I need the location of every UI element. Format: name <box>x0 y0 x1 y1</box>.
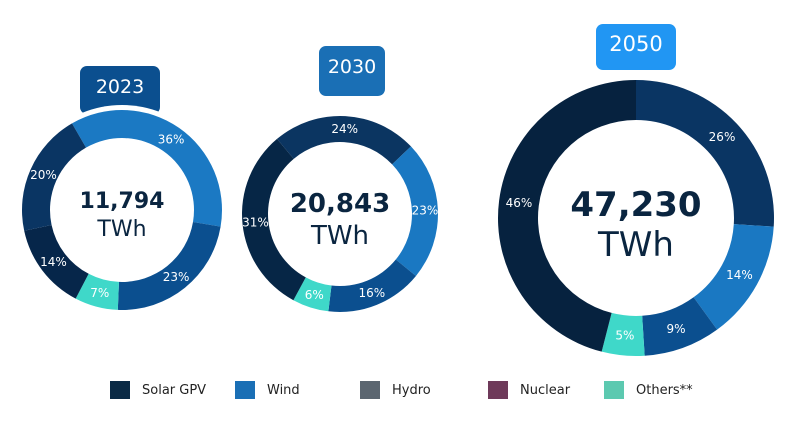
total-unit: TWh <box>96 217 146 242</box>
legend-item-solar: Solar GPV <box>110 381 206 399</box>
slice-label: 20% <box>30 168 57 182</box>
year-tab <box>596 24 676 70</box>
total-unit: TWh <box>310 221 369 251</box>
donut-slice <box>117 222 221 310</box>
donut-slice <box>497 80 636 352</box>
legend-swatch <box>360 381 380 399</box>
legend-label: Wind <box>267 382 300 398</box>
donut-slice <box>293 277 332 312</box>
slice-label: 14% <box>40 255 67 269</box>
donut-slice <box>328 259 416 312</box>
legend-label: Solar GPV <box>142 382 207 398</box>
donut-slice <box>277 115 411 165</box>
donut-slice <box>24 224 89 299</box>
donut-slice <box>72 110 222 227</box>
legend-swatch <box>604 381 624 399</box>
slice-label: 24% <box>331 122 358 136</box>
legend-item-nuclear: Nuclear <box>488 381 570 399</box>
donut-slice <box>601 312 645 356</box>
legend-swatch <box>235 381 255 399</box>
slice-label: 14% <box>726 268 753 282</box>
legend-item-hydro: Hydro <box>360 381 431 399</box>
slice-label: 36% <box>158 132 185 146</box>
donut-slice <box>22 123 86 231</box>
legend-label: Hydro <box>392 382 431 398</box>
year-label: 2023 <box>96 76 144 98</box>
legend-swatch <box>488 381 508 399</box>
legend-swatch <box>110 381 130 399</box>
year-label: 2030 <box>328 56 376 78</box>
slice-label: 46% <box>506 196 533 210</box>
legend-item-wind: Wind <box>235 381 300 399</box>
slice-label: 23% <box>163 270 190 284</box>
donut-slice <box>642 297 718 356</box>
slice-label: 9% <box>666 322 685 336</box>
slice-label: 5% <box>615 328 634 342</box>
donut-slice <box>693 224 774 330</box>
legend-item-others: Others** <box>604 381 693 399</box>
total-value: 11,794 <box>80 189 165 214</box>
donut-slice <box>392 146 438 276</box>
legend-label: Nuclear <box>520 382 571 398</box>
year-tab <box>319 46 385 96</box>
year-label: 2050 <box>609 32 662 56</box>
total-unit: TWh <box>597 225 674 265</box>
slice-label: 26% <box>709 130 736 144</box>
donut-slice <box>75 273 119 310</box>
donut-slice <box>241 138 306 301</box>
total-value: 47,230 <box>570 185 701 225</box>
donut-slice <box>636 80 774 227</box>
slice-label: 7% <box>90 286 109 300</box>
year-tab <box>80 66 160 114</box>
slice-label: 16% <box>359 286 386 300</box>
slice-label: 31% <box>242 216 269 230</box>
legend: Solar GPV Wind Hydro Nuclear Others** <box>0 381 800 403</box>
legend-label: Others** <box>636 382 693 398</box>
slice-label: 6% <box>305 288 324 302</box>
slice-label: 23% <box>412 204 439 218</box>
total-value: 20,843 <box>290 189 390 219</box>
